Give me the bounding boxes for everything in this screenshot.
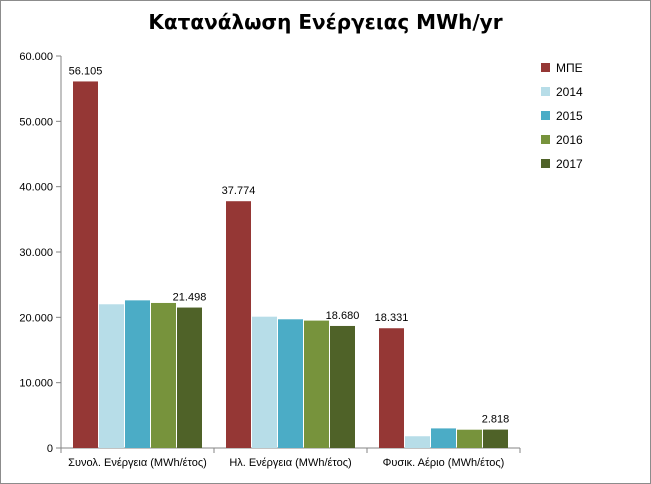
- legend-swatch: [541, 63, 550, 72]
- legend-label: ΜΠΕ: [556, 61, 583, 75]
- bar: [226, 201, 251, 448]
- data-label: 56.105: [69, 65, 103, 77]
- bar: [177, 307, 202, 448]
- category-label: Συνολ. Ενέργεια (MWh/έτος): [68, 457, 207, 469]
- y-tick-label: 20.000: [19, 312, 53, 324]
- bar: [125, 300, 150, 448]
- y-tick-label: 0: [47, 443, 53, 455]
- y-tick-label: 50.000: [19, 116, 53, 128]
- bar: [151, 302, 176, 448]
- y-tick-label: 60.000: [19, 51, 53, 63]
- bar: [483, 429, 508, 448]
- legend-label: 2015: [556, 109, 583, 123]
- category-label: Ηλ. Ενέργεια (MWh/έτος): [229, 457, 351, 469]
- bar: [330, 325, 355, 448]
- y-tick-label: 40.000: [19, 182, 53, 194]
- data-label: 18.331: [375, 312, 409, 324]
- bar: [379, 328, 404, 448]
- legend-swatch: [541, 159, 550, 168]
- legend-swatch: [541, 135, 550, 144]
- legend-label: 2014: [556, 85, 583, 99]
- category-label: Φυσικ. Αέριο (MWh/έτος): [383, 457, 505, 469]
- data-label: 2.818: [482, 414, 510, 426]
- y-tick-label: 10.000: [19, 378, 53, 390]
- data-label: 37.774: [222, 185, 256, 197]
- legend-swatch: [541, 111, 550, 120]
- bar: [304, 320, 329, 448]
- bar: [457, 429, 482, 448]
- bar: [405, 436, 430, 448]
- legend-swatch: [541, 87, 550, 96]
- data-label: 21.498: [173, 292, 207, 304]
- bar: [278, 319, 303, 448]
- bar: [252, 316, 277, 448]
- bar: [73, 81, 98, 449]
- bar: [99, 304, 124, 448]
- bar: [431, 428, 456, 448]
- y-tick-label: 30.000: [19, 247, 53, 259]
- legend-label: 2017: [556, 157, 583, 171]
- data-label: 18.680: [326, 310, 360, 322]
- legend-label: 2016: [556, 133, 583, 147]
- chart-title: Κατανάλωση Ενέργειας MWh/yr: [148, 10, 503, 34]
